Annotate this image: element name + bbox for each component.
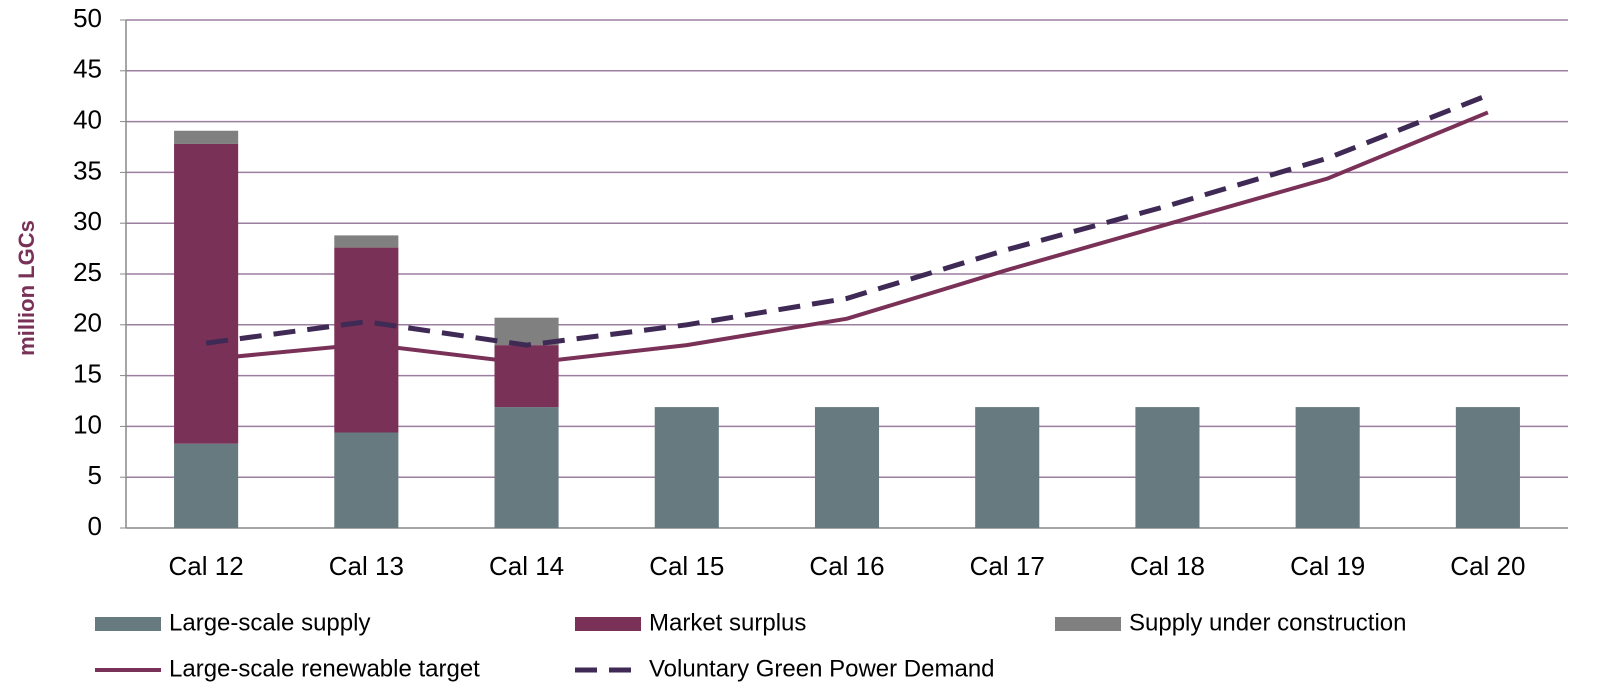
bar (975, 407, 1040, 528)
legend-swatch (1055, 617, 1121, 631)
bar (334, 247, 399, 433)
legend-swatch (575, 617, 641, 631)
x-tick-label: Cal 20 (1450, 551, 1525, 581)
bar (334, 432, 399, 528)
x-tick-label: Cal 14 (489, 551, 564, 581)
bar (814, 407, 880, 528)
x-tick-label: Cal 17 (970, 551, 1045, 581)
bar (494, 345, 559, 408)
bar (1455, 407, 1520, 528)
y-tick-label: 10 (73, 409, 102, 439)
bar (494, 407, 559, 528)
line (205, 110, 1489, 366)
bar (174, 443, 239, 528)
legend-swatch (95, 617, 161, 631)
y-tick-label: 35 (73, 155, 102, 185)
y-axis-label: million LGCs (14, 220, 39, 356)
bar (334, 235, 399, 248)
x-tick-label: Cal 18 (1130, 551, 1205, 581)
y-tick-label: 45 (73, 54, 102, 84)
x-tick-label: Cal 13 (329, 551, 404, 581)
y-tick-label: 20 (73, 308, 102, 338)
y-tick-label: 15 (73, 358, 102, 388)
bar (174, 130, 239, 144)
bar (1295, 407, 1360, 528)
y-tick-label: 0 (88, 511, 102, 541)
x-tick-label: Cal 16 (809, 551, 884, 581)
y-tick-label: 40 (73, 104, 102, 134)
y-tick-label: 50 (73, 3, 102, 33)
bar (1135, 407, 1200, 528)
legend-label: Supply under construction (1129, 609, 1407, 636)
legend-label: Voluntary Green Power Demand (649, 655, 995, 682)
bar (654, 407, 719, 528)
y-tick-label: 25 (73, 257, 102, 287)
y-tick-label: 30 (73, 206, 102, 236)
x-tick-label: Cal 12 (169, 551, 244, 581)
x-tick-label: Cal 15 (649, 551, 724, 581)
legend-label: Large-scale supply (169, 609, 370, 636)
bar (174, 143, 239, 444)
line (205, 92, 1489, 348)
legend-label: Large-scale renewable target (169, 655, 480, 682)
x-tick-label: Cal 19 (1290, 551, 1365, 581)
y-tick-label: 5 (88, 460, 102, 490)
legend-label: Market surplus (649, 609, 806, 636)
